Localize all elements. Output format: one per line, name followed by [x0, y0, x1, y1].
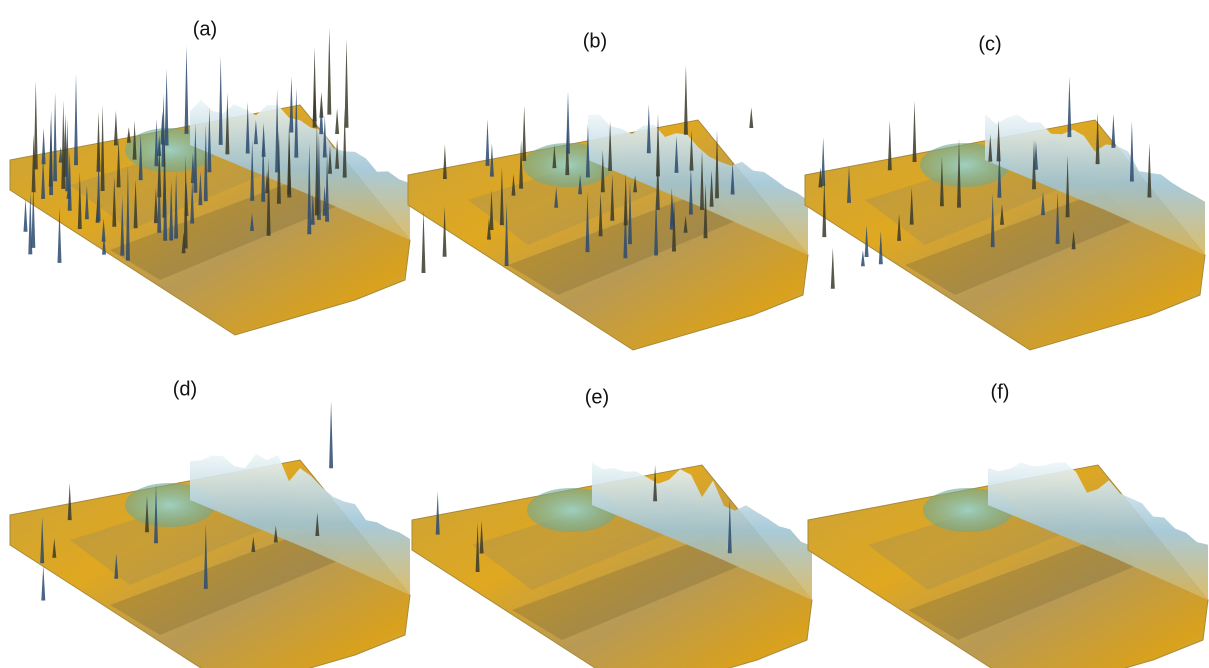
panel-label: (f) — [991, 381, 1010, 403]
terrain-spike — [522, 106, 526, 161]
terrain-spike — [219, 56, 223, 145]
terrain-spike — [821, 137, 825, 186]
terrain-spike — [1067, 77, 1071, 137]
terrain-spike — [68, 483, 72, 520]
panel-label: (d) — [173, 378, 197, 400]
terrain-spike — [1130, 121, 1134, 182]
terrain-spike — [127, 127, 131, 143]
terrain-spike — [345, 39, 349, 128]
terrain-spike — [42, 128, 46, 164]
terrain-spike — [165, 69, 169, 146]
terrain-panel — [10, 401, 410, 668]
terrain-spike — [684, 65, 688, 135]
figure: (a) (b) (c) (d) (e) (f) — [0, 0, 1209, 668]
terrain-spike — [831, 248, 835, 289]
terrain-spike — [53, 92, 57, 181]
terrain-spike — [913, 101, 917, 162]
terrain-spike — [443, 145, 447, 180]
terrain-spike — [289, 77, 293, 133]
terrain-panel — [408, 65, 808, 350]
terrain-spike — [74, 74, 78, 165]
terrain-spike — [1111, 114, 1115, 148]
panel-label: (c) — [978, 33, 1001, 55]
terrain-spike — [319, 102, 323, 134]
terrain-spike — [335, 108, 339, 134]
terrain-spike — [486, 119, 490, 166]
terrain-spike — [327, 28, 331, 115]
terrain-spike — [749, 107, 753, 128]
terrain-spike — [185, 46, 189, 134]
panel-label: (e) — [585, 386, 609, 408]
terrain-panel — [805, 77, 1205, 350]
terrain-spike — [861, 250, 865, 266]
terrain-panel — [10, 28, 410, 335]
terrain-spike — [422, 210, 426, 273]
terrain-spike — [34, 81, 38, 170]
terrain-spike — [566, 91, 570, 153]
terrain-panel — [808, 462, 1208, 668]
panel-label: (a) — [193, 18, 217, 40]
panel-label: (b) — [583, 30, 607, 52]
terrain-spike — [329, 401, 333, 468]
terrain-spike — [41, 566, 45, 601]
terrain-spike — [1147, 143, 1151, 198]
terrain-spike — [313, 47, 317, 128]
terrain-spike — [24, 198, 28, 232]
terrain-panel — [412, 462, 812, 668]
terrain-spike — [888, 120, 892, 170]
terrain-spike — [114, 111, 118, 146]
terrain-spike — [436, 492, 440, 535]
